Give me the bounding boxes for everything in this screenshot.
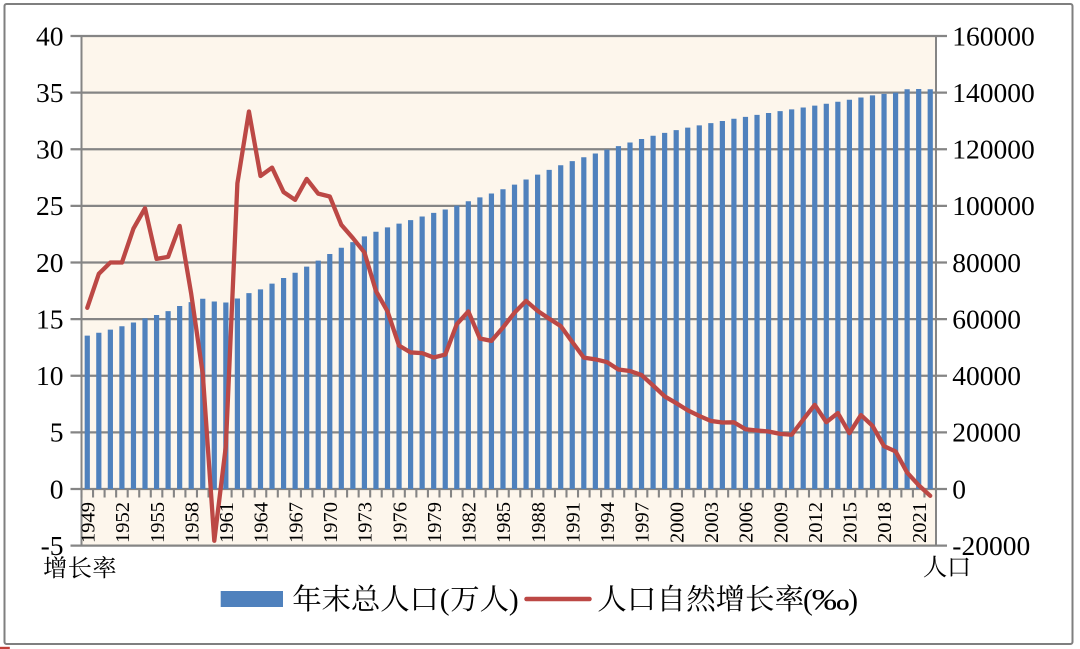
svg-text:-5: -5	[41, 530, 64, 561]
svg-text:80000: 80000	[952, 247, 1021, 278]
svg-text:0: 0	[50, 473, 64, 504]
svg-text:10: 10	[36, 360, 64, 391]
svg-text:1964: 1964	[251, 502, 273, 543]
svg-text:160000: 160000	[952, 20, 1035, 51]
svg-text:25: 25	[36, 190, 64, 221]
svg-text:2006: 2006	[736, 502, 758, 543]
svg-text:(: (	[440, 584, 450, 616]
svg-text:): )	[848, 584, 858, 616]
svg-text:1955: 1955	[147, 502, 169, 543]
svg-text:‰: ‰	[812, 584, 850, 616]
svg-text:2000: 2000	[666, 502, 688, 543]
svg-text:40000: 40000	[952, 360, 1021, 391]
svg-text:1997: 1997	[632, 502, 654, 543]
svg-text:(: (	[803, 584, 813, 616]
svg-text:2015: 2015	[840, 502, 862, 543]
svg-text:1979: 1979	[424, 502, 446, 543]
svg-text:): )	[509, 584, 519, 616]
svg-text:2021: 2021	[909, 502, 931, 543]
svg-text:20000: 20000	[952, 417, 1021, 448]
svg-text:1982: 1982	[459, 502, 481, 543]
svg-text:60000: 60000	[952, 303, 1021, 334]
svg-text:35: 35	[36, 77, 64, 108]
svg-text:2012: 2012	[805, 502, 827, 543]
svg-text:2003: 2003	[701, 502, 723, 543]
svg-text:1961: 1961	[216, 502, 238, 543]
svg-text:30: 30	[36, 134, 64, 165]
svg-text:1970: 1970	[320, 502, 342, 543]
svg-text:2018: 2018	[874, 502, 896, 543]
svg-text:1991: 1991	[562, 502, 584, 543]
svg-text:100000: 100000	[952, 190, 1035, 221]
svg-text:1976: 1976	[389, 502, 411, 543]
svg-text:2009: 2009	[770, 502, 792, 543]
svg-text:1988: 1988	[528, 502, 550, 543]
svg-text:1949: 1949	[77, 502, 99, 543]
svg-text:-20000: -20000	[952, 530, 1030, 561]
svg-text:15: 15	[36, 303, 64, 334]
svg-text:5: 5	[50, 417, 64, 448]
svg-text:1952: 1952	[112, 502, 134, 543]
svg-text:40: 40	[36, 20, 64, 51]
svg-text:140000: 140000	[952, 77, 1035, 108]
svg-text:1958: 1958	[181, 502, 203, 543]
svg-text:1973: 1973	[355, 502, 377, 543]
svg-text:1985: 1985	[493, 502, 515, 543]
svg-text:1967: 1967	[285, 502, 307, 543]
svg-text:0: 0	[952, 473, 966, 504]
svg-text:1994: 1994	[597, 502, 619, 543]
svg-text:20: 20	[36, 247, 64, 278]
svg-text:120000: 120000	[952, 134, 1035, 165]
